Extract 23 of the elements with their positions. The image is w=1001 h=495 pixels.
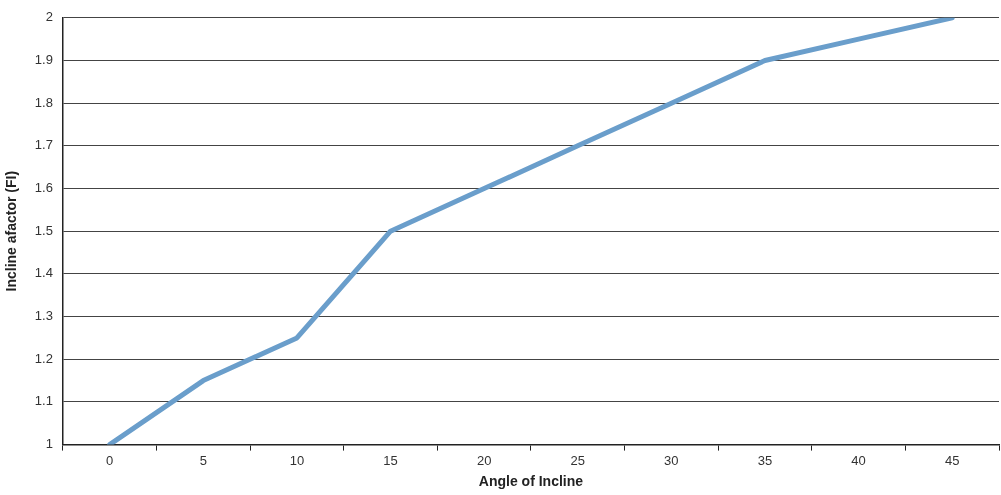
x-tick-label: 35 (757, 452, 773, 468)
x-axis-title: Angle of Incline (478, 473, 584, 490)
x-tick-label: 25 (570, 452, 585, 468)
x-tick-label: 10 (289, 452, 305, 468)
y-tick-label: 1 (45, 436, 53, 452)
y-axis-title: Incline afactor (FI) (3, 170, 20, 292)
y-tick-label: 1.8 (34, 94, 53, 110)
y-tick-label: 1.9 (34, 52, 53, 68)
y-tick-label: 2 (45, 9, 53, 25)
x-tick-label: 0 (106, 452, 114, 468)
y-tick-label: 1.7 (34, 137, 53, 153)
x-tick-label: 45 (944, 452, 960, 468)
x-tick-label: 40 (851, 452, 866, 468)
x-tick-label: 20 (476, 452, 492, 468)
y-tick-label: 1.5 (34, 222, 53, 238)
x-tick-label: 5 (199, 452, 207, 468)
y-tick-label: 1.2 (34, 350, 53, 366)
y-tick-label: 1.6 (34, 180, 53, 196)
y-tick-label: 1.1 (34, 393, 53, 409)
y-tick-label: 1.4 (34, 265, 53, 281)
x-tick-label: 30 (664, 452, 679, 468)
x-tick-label: 15 (383, 452, 398, 468)
y-tick-label: 1.3 (34, 308, 53, 324)
